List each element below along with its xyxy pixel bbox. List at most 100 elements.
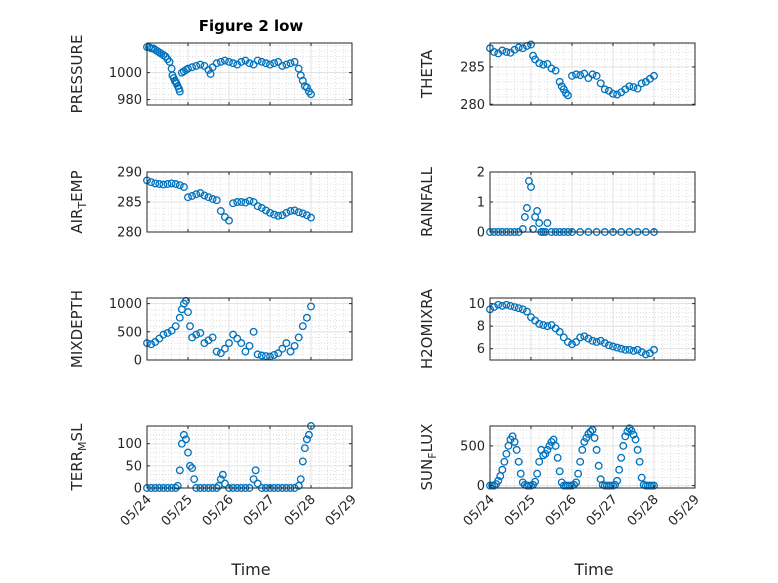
- series-air_temp: [143, 176, 315, 225]
- data-point: [294, 208, 303, 217]
- data-point: [237, 57, 246, 66]
- data-point: [533, 469, 542, 478]
- data-point: [613, 343, 622, 352]
- data-point: [186, 322, 194, 331]
- data-point: [179, 430, 188, 439]
- data-point: [237, 198, 246, 206]
- panel-rainfall: 0 1 2 RAINFALL: [418, 166, 696, 241]
- data-point: [253, 56, 262, 65]
- data-point: [580, 437, 589, 446]
- y-tick-label: 285: [460, 60, 485, 75]
- axes-box-pressure: [146, 42, 353, 106]
- data-point: [249, 198, 258, 206]
- data-point: [147, 340, 156, 349]
- panel-theta: 280 285 THETA: [418, 40, 696, 113]
- data-point: [490, 303, 499, 311]
- series-sun_flux: [486, 424, 658, 490]
- data-point: [574, 469, 583, 478]
- y-axis-label-pressure: PRESSURE: [68, 35, 86, 114]
- y-axis-label-h2omixra: H2OMIXRA: [418, 288, 436, 369]
- data-point: [151, 179, 160, 188]
- data-point: [302, 313, 311, 322]
- data-point: [551, 441, 560, 450]
- data-point: [637, 79, 646, 88]
- data-point: [286, 207, 295, 215]
- y-tick-label: 8: [477, 320, 485, 335]
- data-point: [535, 59, 544, 68]
- data-point: [200, 61, 209, 70]
- data-point: [533, 207, 542, 215]
- data-point: [237, 339, 246, 348]
- data-point: [615, 465, 624, 474]
- data-point: [212, 347, 221, 356]
- data-point: [298, 322, 307, 331]
- y-tick-label: 6: [477, 342, 485, 357]
- data-point: [576, 457, 585, 466]
- data-point: [625, 424, 634, 433]
- y-tick-label: 500: [460, 439, 485, 454]
- data-point: [155, 334, 164, 343]
- data-point: [572, 478, 581, 487]
- data-point: [572, 70, 581, 79]
- data-point: [184, 448, 192, 457]
- data-point: [286, 347, 295, 356]
- y-tick-label: 10: [468, 297, 485, 312]
- data-point: [190, 475, 199, 484]
- series-theta: [486, 40, 658, 100]
- data-point: [278, 61, 287, 70]
- data-point: [302, 435, 311, 444]
- y-axis-label-mixdepth: MIXDEPTH: [68, 290, 86, 368]
- data-point: [257, 351, 266, 360]
- data-point: [171, 180, 180, 188]
- data-point: [274, 57, 283, 66]
- data-point: [220, 56, 229, 65]
- data-point: [576, 71, 585, 80]
- data-point: [241, 198, 250, 207]
- data-point: [253, 202, 262, 211]
- data-point: [163, 180, 172, 188]
- data-point: [307, 302, 315, 311]
- data-point: [600, 339, 609, 348]
- data-point: [637, 348, 646, 357]
- data-point: [270, 59, 279, 68]
- data-point: [216, 57, 225, 66]
- data-point: [629, 430, 638, 439]
- data-point: [147, 178, 156, 187]
- data-point: [302, 83, 311, 92]
- y-tick-label: 1: [477, 196, 485, 211]
- data-point: [500, 457, 509, 466]
- data-point: [613, 90, 622, 99]
- data-point: [184, 308, 192, 317]
- data-point: [196, 328, 205, 337]
- data-point: [245, 59, 254, 68]
- series-h2omixra: [486, 300, 658, 359]
- data-point: [278, 211, 287, 220]
- data-point: [307, 213, 315, 222]
- data-point: [175, 313, 184, 322]
- data-point: [225, 57, 233, 66]
- data-point: [155, 180, 164, 188]
- data-point: [539, 451, 548, 460]
- data-point: [633, 84, 642, 93]
- y-tick-label: 290: [117, 166, 142, 181]
- data-point: [261, 59, 270, 68]
- data-point: [206, 70, 215, 78]
- data-point: [216, 349, 225, 358]
- data-point: [218, 470, 227, 479]
- data-point: [553, 453, 562, 462]
- y-axis-label-air_temp: AIRTEMP: [68, 170, 89, 233]
- data-point: [186, 461, 194, 470]
- data-point: [270, 210, 279, 219]
- data-point: [184, 64, 192, 73]
- data-point: [631, 435, 640, 444]
- data-point: [274, 211, 283, 220]
- data-point: [212, 59, 221, 68]
- data-point: [188, 192, 197, 200]
- data-point: [282, 60, 291, 69]
- data-point: [249, 327, 258, 336]
- data-point: [216, 207, 225, 215]
- data-point: [582, 433, 591, 442]
- data-point: [561, 89, 570, 97]
- data-point: [286, 59, 295, 68]
